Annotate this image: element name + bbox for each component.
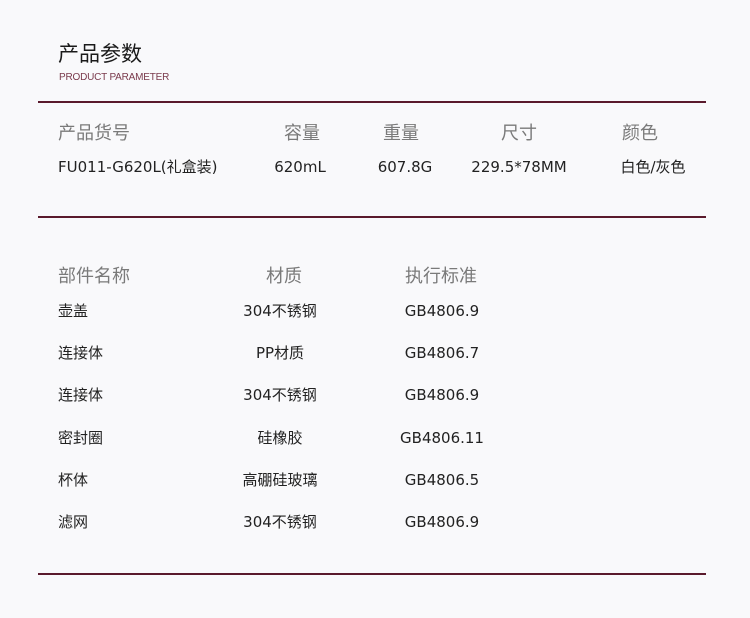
divider bbox=[38, 216, 706, 218]
part-material: 硅橡胶 bbox=[257, 428, 303, 447]
part-standard: GB4806.9 bbox=[404, 302, 480, 320]
part-standard: GB4806.7 bbox=[404, 344, 480, 363]
part-material: 304不锈钢 bbox=[243, 513, 317, 531]
part-name: 壶盖 bbox=[58, 302, 89, 320]
part-material: 304不锈钢 bbox=[243, 302, 317, 320]
page-subtitle: PRODUCT PARAMETER bbox=[59, 72, 170, 83]
parts-header-name: 部件名称 bbox=[58, 266, 130, 287]
part-name: 滤网 bbox=[58, 513, 89, 531]
part-material: PP材质 bbox=[255, 344, 305, 363]
product-header-weight: 重量 bbox=[383, 123, 419, 144]
divider bbox=[38, 101, 706, 103]
product-color: 白色/灰色 bbox=[620, 158, 686, 176]
divider bbox=[38, 573, 706, 575]
part-material: 304不锈钢 bbox=[243, 386, 317, 405]
part-standard: GB4806.9 bbox=[404, 513, 480, 531]
parts-header-standard: 执行标准 bbox=[405, 266, 477, 287]
product-code: FU011-G620L(礼盒装) bbox=[58, 158, 218, 176]
parts-header-material: 材质 bbox=[266, 266, 302, 287]
product-capacity: 620mL bbox=[274, 158, 326, 176]
product-header-code: 产品货号 bbox=[58, 123, 130, 144]
product-size: 229.5*78MM bbox=[471, 158, 567, 176]
product-header-capacity: 容量 bbox=[284, 123, 320, 144]
product-header-color: 颜色 bbox=[622, 123, 658, 144]
part-name: 连接体 bbox=[58, 344, 104, 363]
part-name: 连接体 bbox=[58, 386, 104, 405]
product-header-size: 尺寸 bbox=[501, 123, 537, 144]
part-standard: GB4806.9 bbox=[404, 386, 480, 405]
part-standard: GB4806.11 bbox=[400, 428, 484, 447]
part-name: 杯体 bbox=[58, 470, 89, 489]
page-title: 产品参数 bbox=[58, 42, 142, 66]
part-material: 高硼硅玻璃 bbox=[242, 470, 318, 489]
part-name: 密封圈 bbox=[58, 428, 104, 447]
part-standard: GB4806.5 bbox=[404, 470, 480, 489]
product-weight: 607.8G bbox=[377, 158, 433, 176]
